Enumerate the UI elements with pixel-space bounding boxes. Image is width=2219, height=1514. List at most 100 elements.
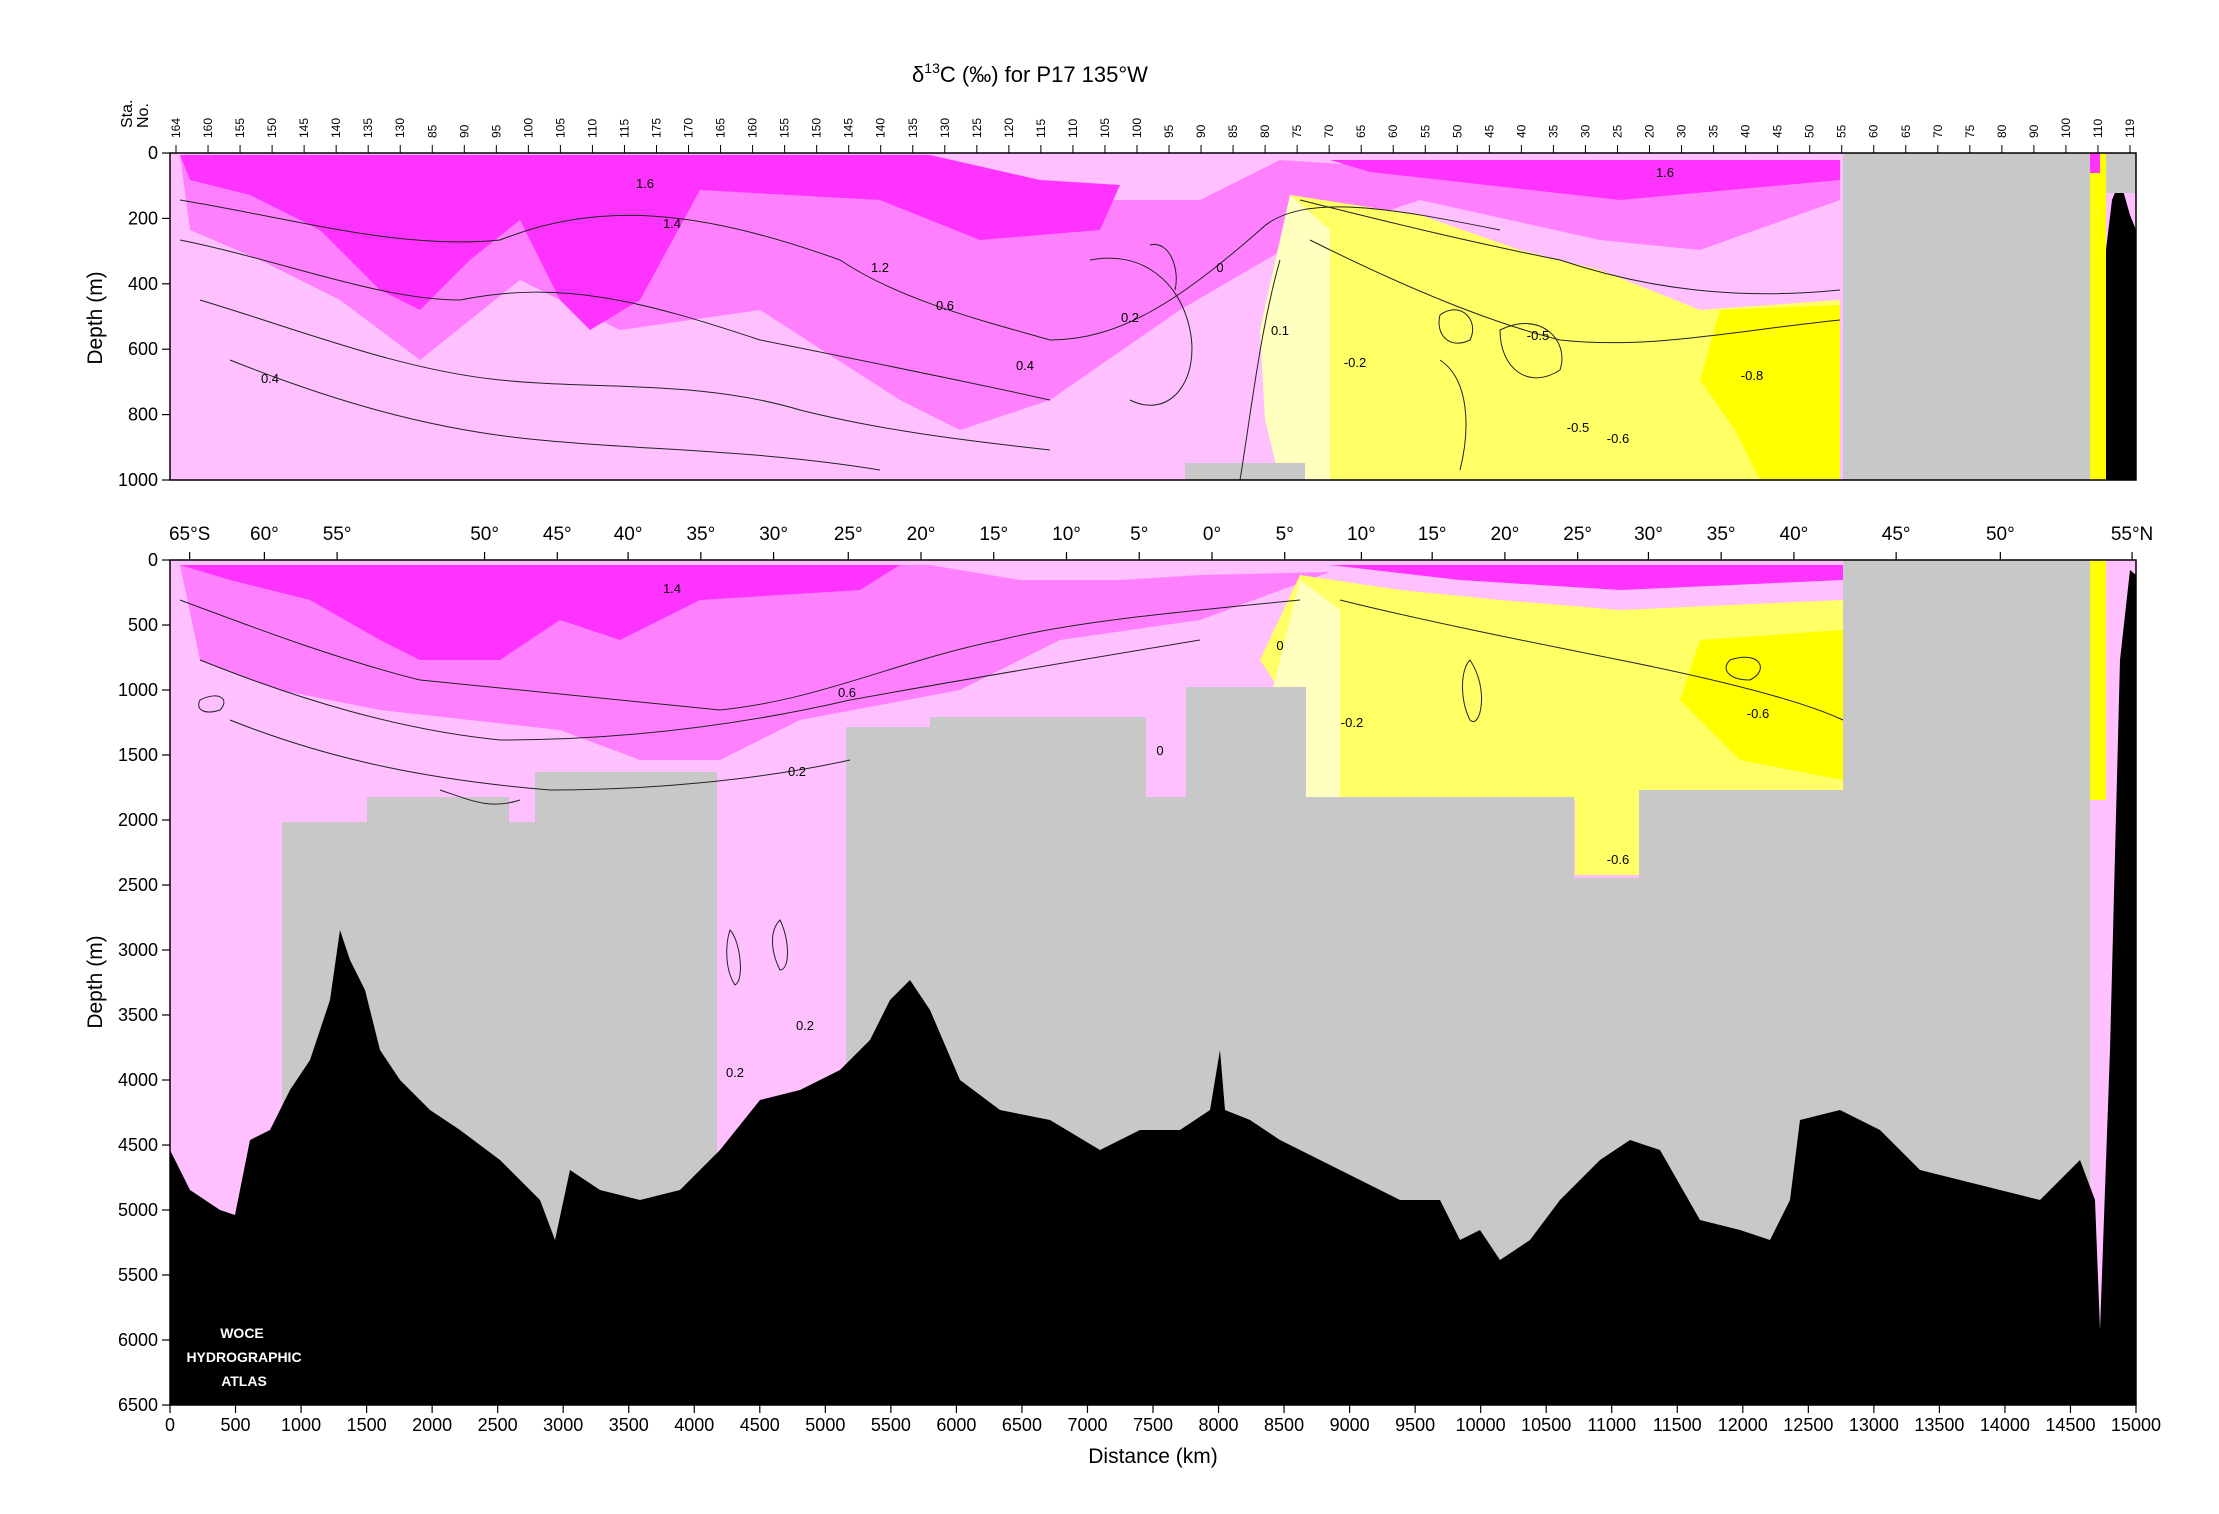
xtick-label: 12000	[1718, 1415, 1768, 1435]
upper-ylabel: Depth (m)	[84, 271, 107, 364]
station-label: 45	[1771, 124, 1785, 138]
lower-contour-label: 0.2	[788, 764, 806, 779]
xtick-label: 8000	[1199, 1415, 1239, 1435]
lower-ytick-label: 6000	[118, 1330, 158, 1350]
woce-logo: WOCE HYDROGRAPHIC ATLAS	[186, 1325, 301, 1389]
xtick-label: 10500	[1521, 1415, 1571, 1435]
xtick-label: 6500	[1002, 1415, 1042, 1435]
lat-label: 35°	[1707, 524, 1736, 545]
station-label: 90	[2027, 124, 2041, 138]
station-label: 30	[1675, 124, 1689, 138]
station-label: 65	[1899, 124, 1913, 138]
upper-contour-label: 0.1	[1271, 323, 1289, 338]
lower-contour-label: 0	[1276, 638, 1283, 653]
station-label: 40	[1739, 124, 1753, 138]
lower-lat-labels: 65°S 60° 55° 50° 45° 40° 35° 30° 25° 20° 15° 10° 5° 0…	[169, 524, 2153, 560]
svg-text:WOCE: WOCE	[220, 1325, 264, 1341]
station-label: 100	[521, 118, 535, 138]
xtick-label: 14000	[1980, 1415, 2030, 1435]
station-axis-label: Sta.	[119, 100, 136, 128]
xtick-label: 6000	[936, 1415, 976, 1435]
lower-contour-label: 0	[1156, 743, 1163, 758]
upper-contour-label: 1.6	[636, 176, 654, 191]
lower-ytick-label: 4500	[118, 1135, 158, 1155]
land-mask-north	[1843, 153, 2090, 480]
lower-panel	[170, 560, 2136, 1405]
upper-ytick-label: 600	[128, 339, 158, 359]
station-label: 160	[746, 118, 760, 138]
station-label: 110	[1066, 119, 1080, 138]
upper-ytick-label: 800	[128, 405, 158, 425]
lat-label: 0°	[1203, 524, 1221, 545]
station-label: 170	[682, 118, 696, 138]
upper-yticks: 0 200 400 600 800 1000	[118, 143, 170, 490]
station-label: 85	[425, 124, 439, 138]
upper-contour-label: -0.8	[1741, 368, 1763, 383]
station-label: 45	[1482, 124, 1496, 138]
lower-yticks: 0 500 1000 1500 2000 2500 3000 3500 4000 4500 5000…	[118, 550, 170, 1415]
station-label: 85	[1226, 124, 1240, 138]
lower-contour-label: 1.4	[663, 581, 681, 596]
station-label: 35	[1546, 124, 1560, 138]
xtick-label: 13500	[1914, 1415, 1964, 1435]
station-label: 65	[1354, 124, 1368, 138]
upper-contour-label: -0.5	[1527, 328, 1549, 343]
lat-label: 10°	[1347, 524, 1376, 545]
xtick-label: 2000	[412, 1415, 452, 1435]
station-label: 135	[361, 118, 375, 138]
upper-ytick-label: 200	[128, 208, 158, 228]
lat-label: 15°	[979, 524, 1008, 545]
station-label: 150	[810, 118, 824, 138]
lat-label: 55°	[323, 524, 352, 545]
station-label: 75	[1290, 124, 1304, 138]
station-label: 80	[1995, 124, 2009, 138]
lower-ytick-label: 1000	[118, 680, 158, 700]
lower-ytick-label: 0	[148, 550, 158, 570]
lat-label: 30°	[759, 524, 788, 545]
station-label: 175	[649, 118, 663, 138]
lat-label: 30°	[1634, 524, 1663, 545]
upper-contour-label: 0.6	[936, 298, 954, 313]
station-label: 105	[1098, 118, 1112, 138]
station-label: 115	[1034, 119, 1048, 138]
station-label: 140	[874, 118, 888, 138]
lower-contour-label: 0.6	[838, 685, 856, 700]
station-label: 95	[1162, 124, 1176, 138]
lat-label: 65°S	[169, 524, 210, 545]
station-label: 135	[906, 118, 920, 138]
station-label: 80	[1258, 124, 1272, 138]
xtick-label: 5500	[871, 1415, 911, 1435]
station-label: 125	[970, 118, 984, 138]
station-label: 90	[457, 124, 471, 138]
lat-label: 20°	[1491, 524, 1520, 545]
station-label: 120	[1002, 118, 1016, 138]
xtick-label: 1500	[347, 1415, 387, 1435]
upper-contour-label: -0.2	[1344, 355, 1366, 370]
xtick-label: 4500	[740, 1415, 780, 1435]
upper-contour-label: 1.6	[1656, 165, 1674, 180]
xtick-label: 3000	[543, 1415, 583, 1435]
xtick-label: 11000	[1587, 1415, 1636, 1435]
xtick-label: 9500	[1395, 1415, 1435, 1435]
upper-contour-label: 0.4	[261, 371, 279, 386]
station-label: 165	[714, 118, 728, 138]
xtick-label: 4000	[674, 1415, 714, 1435]
station-label: 115	[617, 119, 631, 138]
station-label: 20	[1643, 124, 1657, 138]
xtick-label: 8500	[1264, 1415, 1304, 1435]
upper-contour-label: 0.2	[1121, 310, 1139, 325]
lower-xticks: 0 500 1000 1500 2000 2500 3000 3500 4000 4500 5000…	[165, 1405, 2161, 1435]
station-label: 160	[201, 118, 215, 138]
station-label: 119	[2123, 119, 2137, 138]
station-label: 55	[1835, 124, 1849, 138]
station-label: 50	[1450, 124, 1464, 138]
lower-ytick-label: 3500	[118, 1005, 158, 1025]
lower-ytick-label: 5500	[118, 1265, 158, 1285]
upper-contour-label: 0	[1216, 260, 1223, 275]
station-label: 150	[265, 118, 279, 138]
upper-contour-label: 0.4	[1016, 358, 1034, 373]
xtick-label: 3500	[609, 1415, 649, 1435]
station-label: 145	[842, 118, 856, 138]
lat-label: 50°	[470, 524, 499, 545]
lower-ytick-label: 5000	[118, 1200, 158, 1220]
